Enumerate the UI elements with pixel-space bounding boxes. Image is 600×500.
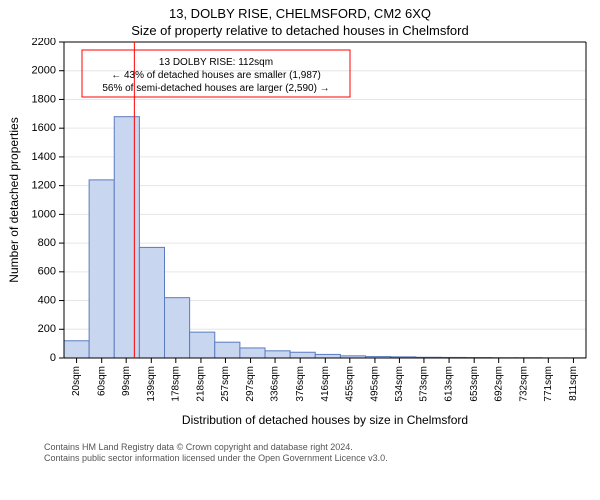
histogram-bar	[215, 342, 240, 358]
svg-text:800: 800	[38, 237, 56, 249]
histogram-bar	[290, 352, 315, 358]
histogram-bar	[265, 351, 290, 358]
svg-text:692sqm: 692sqm	[493, 366, 504, 402]
histogram-bar	[114, 117, 139, 358]
annotation-line: 13 DOLBY RISE: 112sqm	[159, 57, 273, 68]
histogram-bar	[190, 332, 215, 358]
histogram-bar	[315, 354, 340, 358]
svg-text:336sqm: 336sqm	[270, 366, 281, 402]
svg-text:1200: 1200	[32, 180, 56, 192]
svg-text:1800: 1800	[32, 93, 56, 105]
y-axis-label: Number of detached properties	[7, 117, 21, 282]
page-title: 13, DOLBY RISE, CHELMSFORD, CM2 6XQ	[0, 0, 600, 21]
svg-text:20sqm: 20sqm	[71, 366, 82, 396]
svg-text:534sqm: 534sqm	[394, 366, 405, 402]
svg-text:1600: 1600	[32, 122, 56, 134]
svg-text:2200: 2200	[32, 38, 56, 48]
annotation-line: 56% of semi-detached houses are larger (…	[102, 83, 329, 94]
svg-text:178sqm: 178sqm	[170, 366, 181, 402]
svg-text:218sqm: 218sqm	[196, 366, 207, 402]
svg-text:1000: 1000	[32, 208, 56, 220]
svg-text:257sqm: 257sqm	[220, 366, 231, 402]
svg-text:0: 0	[50, 352, 56, 364]
svg-text:495sqm: 495sqm	[370, 366, 381, 402]
histogram-bar	[139, 247, 164, 358]
footer: Contains HM Land Registry data © Crown c…	[0, 438, 600, 465]
histogram-chart: 0 200 400 600 800 1000 1200 1400 1600 1800 2000 220…	[0, 38, 600, 438]
annotation-line: ← 43% of detached houses are smaller (1,…	[111, 70, 321, 81]
svg-text:400: 400	[38, 294, 56, 306]
svg-text:297sqm: 297sqm	[245, 366, 256, 402]
svg-text:771sqm: 771sqm	[543, 366, 554, 402]
svg-text:653sqm: 653sqm	[469, 366, 480, 402]
histogram-bar	[64, 341, 89, 358]
svg-text:2000: 2000	[32, 65, 56, 77]
x-axis-label: Distribution of detached houses by size …	[182, 413, 468, 427]
svg-text:600: 600	[38, 266, 56, 278]
svg-text:200: 200	[38, 323, 56, 335]
footer-line-2: Contains public sector information licen…	[44, 453, 600, 464]
histogram-bar	[165, 298, 190, 358]
footer-line-1: Contains HM Land Registry data © Crown c…	[44, 442, 600, 453]
svg-text:416sqm: 416sqm	[320, 366, 331, 402]
histogram-bar	[89, 180, 114, 358]
chart-container: 0 200 400 600 800 1000 1200 1400 1600 1800 2000 220…	[0, 38, 600, 438]
svg-text:60sqm: 60sqm	[96, 366, 107, 396]
svg-text:613sqm: 613sqm	[444, 366, 455, 402]
histogram-bar	[240, 348, 265, 358]
svg-text:1400: 1400	[32, 151, 56, 163]
svg-text:811sqm: 811sqm	[568, 366, 579, 401]
svg-text:139sqm: 139sqm	[146, 366, 157, 402]
svg-text:99sqm: 99sqm	[121, 366, 132, 396]
svg-text:455sqm: 455sqm	[344, 366, 355, 402]
svg-text:573sqm: 573sqm	[419, 366, 430, 402]
svg-text:376sqm: 376sqm	[295, 366, 306, 402]
svg-text:732sqm: 732sqm	[518, 366, 529, 402]
page-subtitle: Size of property relative to detached ho…	[0, 21, 600, 38]
